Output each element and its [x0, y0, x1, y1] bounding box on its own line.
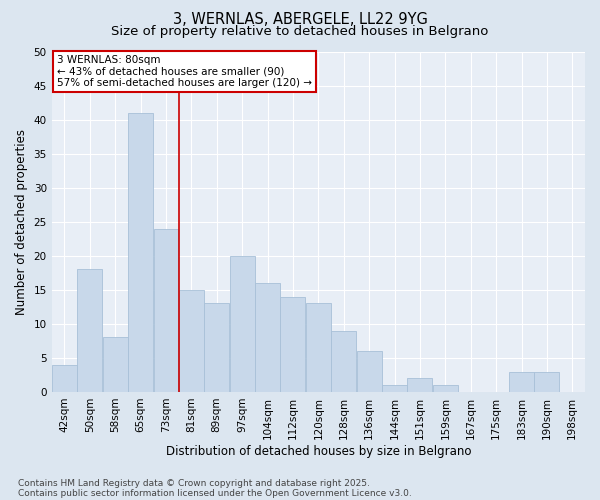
Text: Size of property relative to detached houses in Belgrano: Size of property relative to detached ho… [112, 25, 488, 38]
Bar [306, 304, 331, 392]
Bar [255, 283, 280, 392]
Bar [331, 330, 356, 392]
Bar [128, 113, 153, 392]
Text: Contains HM Land Registry data © Crown copyright and database right 2025.
Contai: Contains HM Land Registry data © Crown c… [18, 479, 412, 498]
Bar [52, 364, 77, 392]
Text: 3 WERNLAS: 80sqm
← 43% of detached houses are smaller (90)
57% of semi-detached : 3 WERNLAS: 80sqm ← 43% of detached house… [57, 55, 312, 88]
Bar [433, 385, 458, 392]
Bar [509, 372, 534, 392]
Bar [230, 256, 254, 392]
Bar [77, 270, 102, 392]
Bar [179, 290, 204, 392]
Bar [103, 338, 128, 392]
X-axis label: Distribution of detached houses by size in Belgrano: Distribution of detached houses by size … [166, 444, 471, 458]
Bar [535, 372, 559, 392]
Text: 3, WERNLAS, ABERGELE, LL22 9YG: 3, WERNLAS, ABERGELE, LL22 9YG [173, 12, 427, 28]
Bar [382, 385, 407, 392]
Bar [205, 304, 229, 392]
Y-axis label: Number of detached properties: Number of detached properties [15, 128, 28, 314]
Bar [154, 228, 178, 392]
Bar [407, 378, 433, 392]
Bar [356, 351, 382, 392]
Bar [280, 296, 305, 392]
